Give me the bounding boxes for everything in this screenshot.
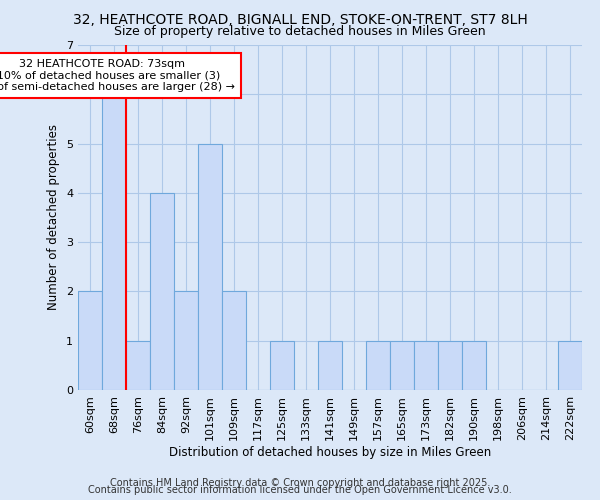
Y-axis label: Number of detached properties: Number of detached properties xyxy=(47,124,61,310)
Bar xyxy=(414,340,438,390)
Text: Size of property relative to detached houses in Miles Green: Size of property relative to detached ho… xyxy=(114,25,486,38)
Bar xyxy=(198,144,222,390)
Bar xyxy=(102,94,126,390)
Text: 32 HEATHCOTE ROAD: 73sqm
← 10% of detached houses are smaller (3)
90% of semi-de: 32 HEATHCOTE ROAD: 73sqm ← 10% of detach… xyxy=(0,59,235,92)
Bar xyxy=(318,340,342,390)
Bar xyxy=(390,340,414,390)
Bar xyxy=(174,292,198,390)
Text: Contains HM Land Registry data © Crown copyright and database right 2025.: Contains HM Land Registry data © Crown c… xyxy=(110,478,490,488)
Bar xyxy=(558,340,582,390)
Text: 32, HEATHCOTE ROAD, BIGNALL END, STOKE-ON-TRENT, ST7 8LH: 32, HEATHCOTE ROAD, BIGNALL END, STOKE-O… xyxy=(73,12,527,26)
Bar xyxy=(150,193,174,390)
Bar xyxy=(462,340,486,390)
Bar xyxy=(78,292,102,390)
Text: Contains public sector information licensed under the Open Government Licence v3: Contains public sector information licen… xyxy=(88,485,512,495)
Bar xyxy=(366,340,390,390)
Bar xyxy=(438,340,462,390)
Bar xyxy=(270,340,294,390)
Bar xyxy=(222,292,246,390)
X-axis label: Distribution of detached houses by size in Miles Green: Distribution of detached houses by size … xyxy=(169,446,491,458)
Bar xyxy=(126,340,150,390)
